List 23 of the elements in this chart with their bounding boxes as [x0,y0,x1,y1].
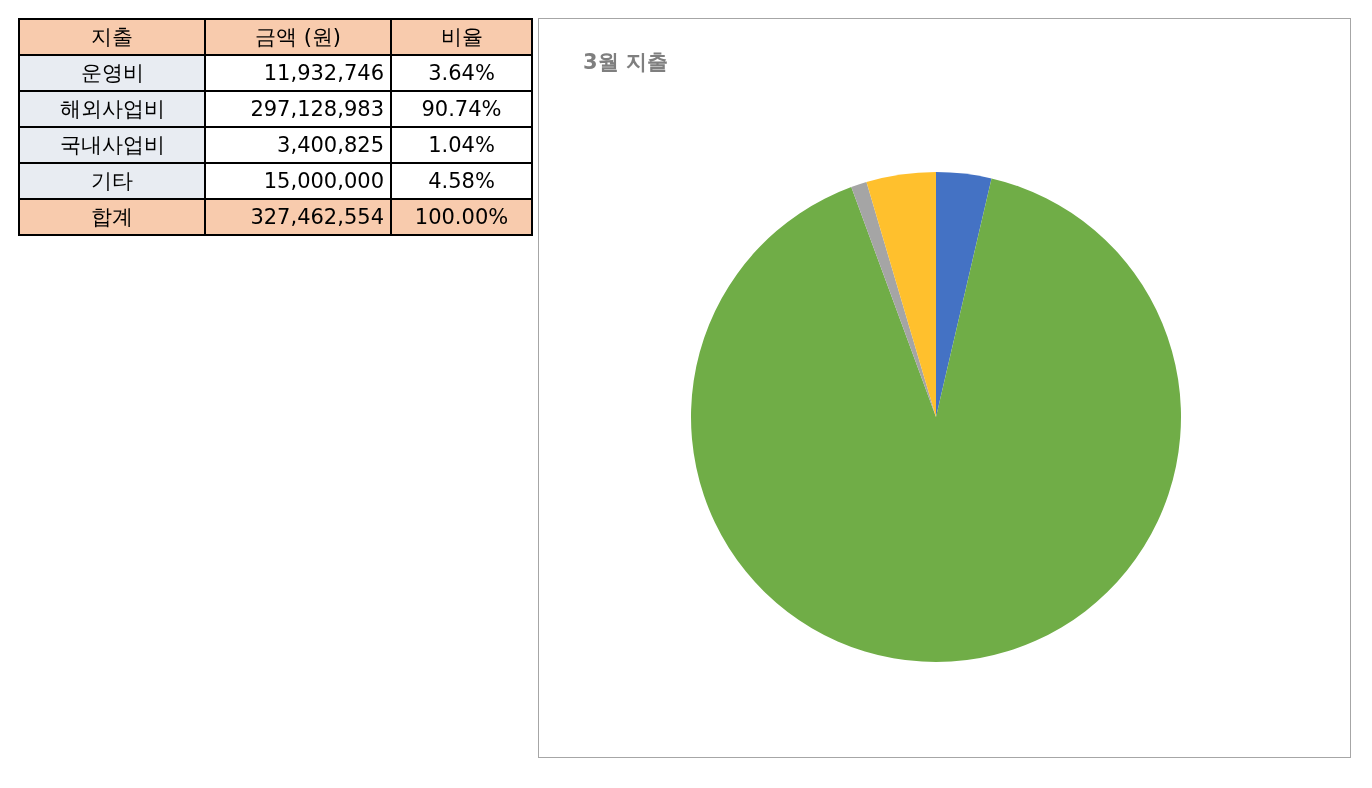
text: 운영비 [19,55,205,91]
pie-slice [691,178,1181,662]
text: 3,400,825 [205,127,391,163]
text: 비율 [391,19,532,55]
text: 지출 [19,19,205,55]
text: 100.00% [391,199,532,235]
text: 해외사업비 [19,91,205,127]
text: 90.74% [391,91,532,127]
text: 3.64% [391,55,532,91]
text: 15,000,000 [205,163,391,199]
text: 금액 (원) [205,19,391,55]
pie-slice [936,172,992,417]
pie-slice [866,172,936,417]
text: 297,128,983 [205,91,391,127]
text: 4.58% [391,163,532,199]
chart-title: 3월 지출 [583,50,668,74]
text: 11,932,746 [205,55,391,91]
text: 327,462,554 [205,199,391,235]
text: 국내사업비 [19,127,205,163]
text: 1.04% [391,127,532,163]
pie-slice [851,182,936,417]
text: 기타 [19,163,205,199]
text: 합계 [19,199,205,235]
